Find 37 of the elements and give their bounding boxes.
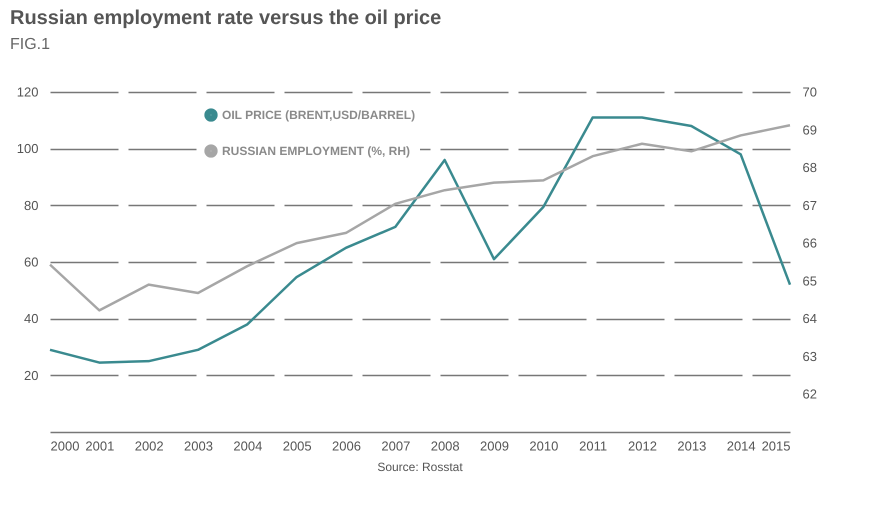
y2-tick-label: 64: [802, 311, 817, 326]
legend-label: OIL PRICE (BRENT,USD/BARREL): [222, 108, 416, 122]
x-tick-label: 2012: [628, 438, 657, 454]
x-tick-label: 2001: [85, 438, 114, 454]
y2-tick-label: 68: [802, 160, 817, 176]
y-tick-label: 120: [16, 84, 38, 100]
y2-tick-label: 70: [802, 84, 817, 100]
x-tick-label: 2002: [134, 438, 164, 454]
y-tick-label: 80: [24, 198, 38, 213]
caption: FIG.1: [10, 36, 50, 53]
y2-tick-label: 63: [802, 348, 817, 364]
y2-tick-label: 62: [802, 386, 817, 402]
line-series: [48, 124, 792, 312]
y2-tick-label: 67: [802, 198, 817, 213]
x-tick-label: 2008: [430, 438, 460, 454]
x-tick-label: 2007: [381, 438, 410, 454]
y-tick-label: 40: [24, 311, 38, 326]
x-tick-label: 2004: [233, 438, 262, 454]
x-tick-label: 2000: [50, 438, 80, 454]
x-tick-label: 2009: [480, 438, 509, 454]
legend-label: RUSSIAN EMPLOYMENT (%, RH): [222, 144, 410, 158]
x-tick-label: 2003: [184, 438, 213, 454]
x-tick-label: 2013: [677, 438, 706, 454]
x-tick-label: 2015: [762, 438, 790, 454]
y-tick-label: 60: [24, 254, 38, 270]
y-tick-label: 20: [24, 368, 38, 383]
chart-title: Russian employment rate versus the oil price: [10, 7, 442, 29]
y2-tick-label: 66: [802, 236, 817, 251]
source-note: Source: Rosstat: [377, 460, 464, 474]
y-tick-label: 100: [16, 141, 38, 156]
x-tick-label: 2005: [282, 438, 312, 454]
x-tick-label: 2014: [726, 438, 756, 454]
x-tick-label: 2006: [332, 438, 361, 454]
x-tick-label: 2011: [579, 438, 608, 454]
x-tick-label: 2010: [529, 438, 558, 454]
y2-tick-label: 65: [802, 273, 817, 288]
y2-tick-label: 69: [802, 122, 817, 138]
